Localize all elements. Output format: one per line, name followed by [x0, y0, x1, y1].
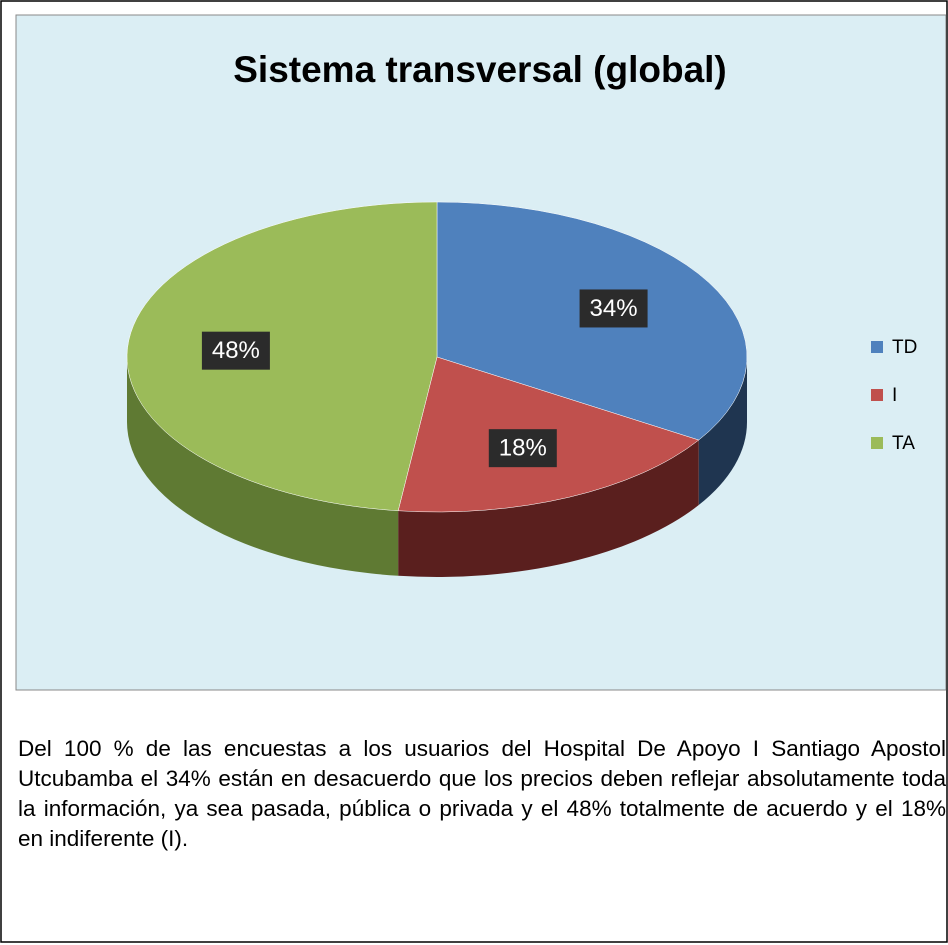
data-label-box: [488, 429, 557, 468]
legend-swatch: [871, 341, 883, 353]
legend-swatch: [871, 437, 883, 449]
chart-title: Sistema transversal (global): [233, 49, 727, 90]
slice-side: [127, 357, 399, 576]
data-label-box: [201, 331, 270, 370]
slice: [126, 201, 438, 512]
legend-label: I: [892, 385, 897, 406]
slice-side: [698, 357, 747, 506]
slice-side: [398, 440, 699, 577]
legend-label: TA: [892, 433, 915, 454]
legend-swatch: [871, 389, 883, 401]
paragraph: Del 100 % de las encuestas a los usuario…: [18, 736, 946, 851]
data-label: 18%: [499, 435, 547, 462]
data-label: 48%: [212, 337, 260, 364]
legend-label: TD: [892, 337, 917, 358]
data-label-box: [579, 289, 648, 328]
data-label: 34%: [590, 295, 638, 322]
